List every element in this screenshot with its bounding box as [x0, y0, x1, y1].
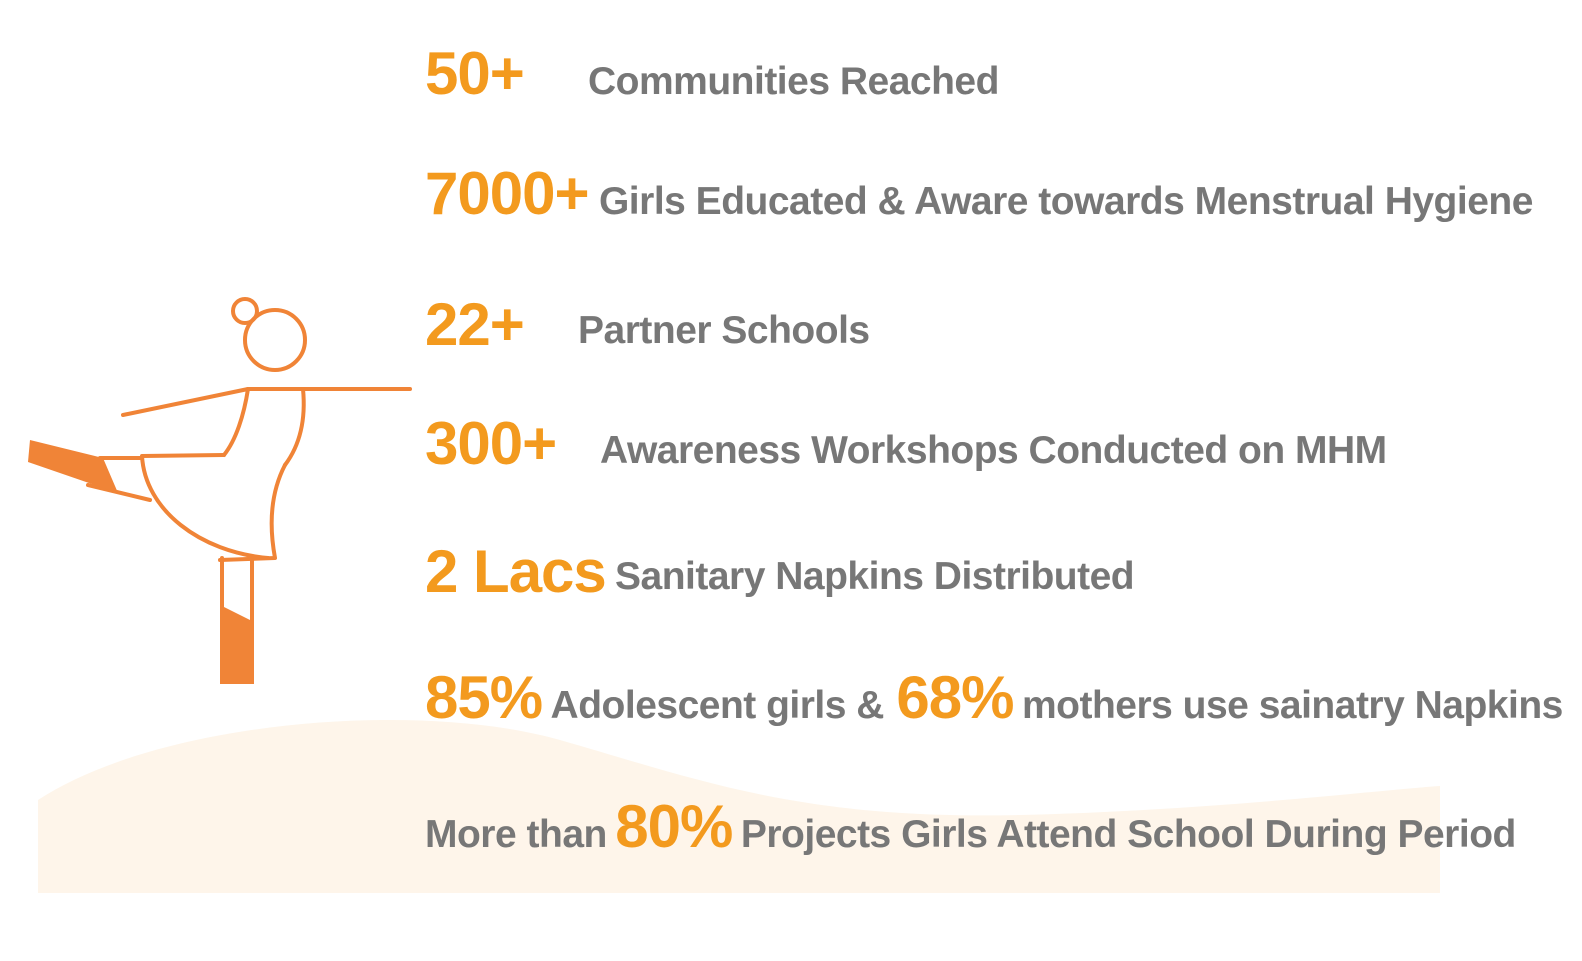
stat-label: Projects Girls Attend School During Peri… [740, 813, 1517, 856]
stat-school-attendance: More than 80% Projects Girls Attend Scho… [425, 797, 1516, 857]
stat-label: Partner Schools [578, 309, 870, 352]
stat-girls-educated: 7000+ Girls Educated & Aware towards Men… [425, 164, 1533, 224]
stat-communities-label-wrap: Communities Reached [588, 62, 999, 101]
stat-partner-schools-label-wrap: Partner Schools [578, 311, 870, 350]
stat-workshops-label-wrap: Awareness Workshops Conducted on MHM [600, 431, 1387, 470]
stat-value-secondary: 68% [896, 664, 1014, 731]
stat-label-secondary: mothers use sainatry Napkins [1021, 684, 1563, 727]
stat-value: 80% [615, 793, 733, 860]
stat-value: 22+ [425, 291, 525, 358]
stat-label: Sanitary Napkins Distributed [615, 555, 1135, 598]
stat-value: 85% [425, 664, 543, 731]
stat-value: 300+ [425, 410, 557, 477]
stat-partner-schools: 22+ [425, 295, 525, 355]
stat-label: Awareness Workshops Conducted on MHM [600, 429, 1387, 472]
stat-value: 2 Lacs [425, 538, 607, 605]
stat-napkins: 2 Lacs [425, 542, 607, 602]
stat-value: 7000+ [425, 160, 590, 227]
stat-value: 50+ [425, 40, 525, 107]
stat-workshops: 300+ [425, 414, 557, 474]
stat-napkin-usage: 85% Adolescent girls & 68% mothers use s… [425, 668, 1563, 728]
stat-communities: 50+ [425, 44, 525, 104]
stat-prefix: More than [425, 813, 607, 856]
stat-label: Communities Reached [588, 60, 999, 103]
stat-napkins-label-wrap: Sanitary Napkins Distributed [615, 555, 1135, 598]
stat-label: Girls Educated & Aware towards Menstrual… [598, 180, 1533, 223]
stat-label: Adolescent girls & [550, 684, 885, 727]
